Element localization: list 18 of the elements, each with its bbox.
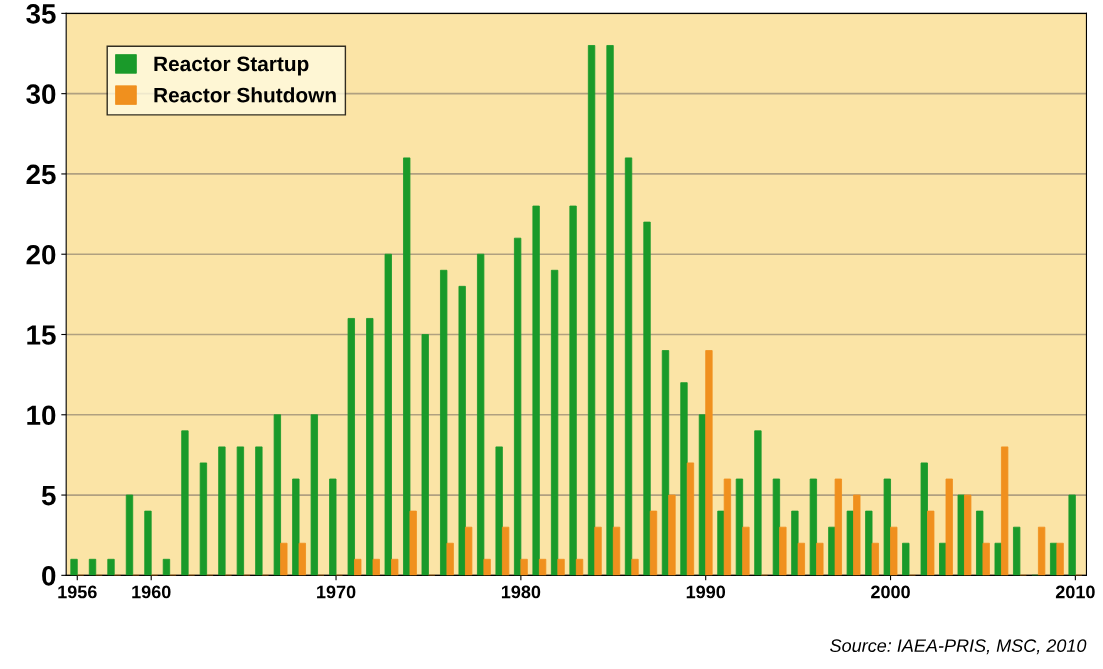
y-tick-label: 30 [26, 84, 56, 105]
y-tick-label: 5 [41, 486, 56, 506]
x-tick-label: 1980 [501, 585, 541, 599]
y-tick-label: 25 [26, 164, 56, 185]
y-tick-label: 0 [42, 566, 56, 586]
legend-label: Reactor Startup [154, 56, 309, 76]
x-tick-label: 2000 [871, 585, 910, 599]
legend-label: Reactor Shutdown [154, 87, 336, 103]
x-tick-label: 1960 [132, 585, 171, 599]
x-tick-label: 1956 [58, 585, 97, 599]
y-tick-label: 20 [26, 244, 56, 265]
y-tick-label: 35 [26, 4, 56, 24]
x-tick-label: 1970 [317, 585, 356, 599]
source-note: Source: IAEA-PRIS, MSC, 2010 [830, 639, 1087, 655]
y-tick-label: 10 [27, 405, 56, 426]
x-tick-label: 2010 [1055, 585, 1095, 599]
y-tick-label: 15 [27, 325, 56, 345]
x-tick-label: 1990 [686, 585, 726, 599]
